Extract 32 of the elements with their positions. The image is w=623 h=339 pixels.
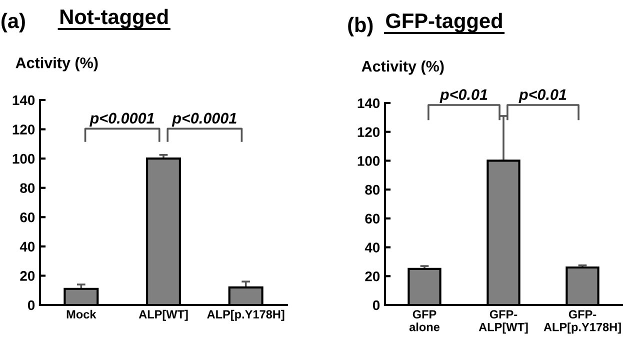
x-tick-label: GFP- ALP[WT] [478,310,528,334]
y-tick-label: 100 [12,154,35,164]
x-tick-label: ALP[WT] [138,310,188,321]
y-tick-label: 0 [372,300,380,310]
chart-title: GFP-tagged [386,12,502,32]
y-tick-label: 20 [20,271,35,281]
x-tick-label: GFP- ALP[p.Y178H] [544,310,621,334]
y-axis-title: Activity (%) [16,57,98,72]
y-tick-label: 80 [365,184,380,195]
annotation: p<0.0001 [172,112,236,127]
y-tick-label: 140 [358,98,380,108]
text: (b) [348,16,373,36]
y-tick-label: 120 [358,127,380,138]
y-axis-title: Activity (%) [362,60,444,75]
x-tick-label: Mock [66,310,96,319]
x-tick-label: ALP[p.Y178H] [207,310,284,321]
y-tick-label: 40 [20,242,35,252]
y-tick-label: 80 [20,183,35,194]
chart-title: Not-tagged [60,8,168,28]
y-tick-label: 20 [365,271,380,282]
annotation: p<0.01 [518,89,566,103]
y-tick-label: 100 [358,156,380,166]
y-tick-label: 0 [28,300,35,310]
y-tick-label: 60 [20,212,35,222]
text: (a) [2,12,25,32]
y-tick-label: 140 [12,95,35,106]
y-tick-label: 60 [365,214,380,224]
y-tick-label: 40 [364,242,380,252]
annotation: p<0.01 [440,89,488,103]
y-tick-label: 120 [12,124,35,134]
annotation: p<0.0001 [90,112,154,127]
x-tick-label: GFP alone [409,310,440,332]
